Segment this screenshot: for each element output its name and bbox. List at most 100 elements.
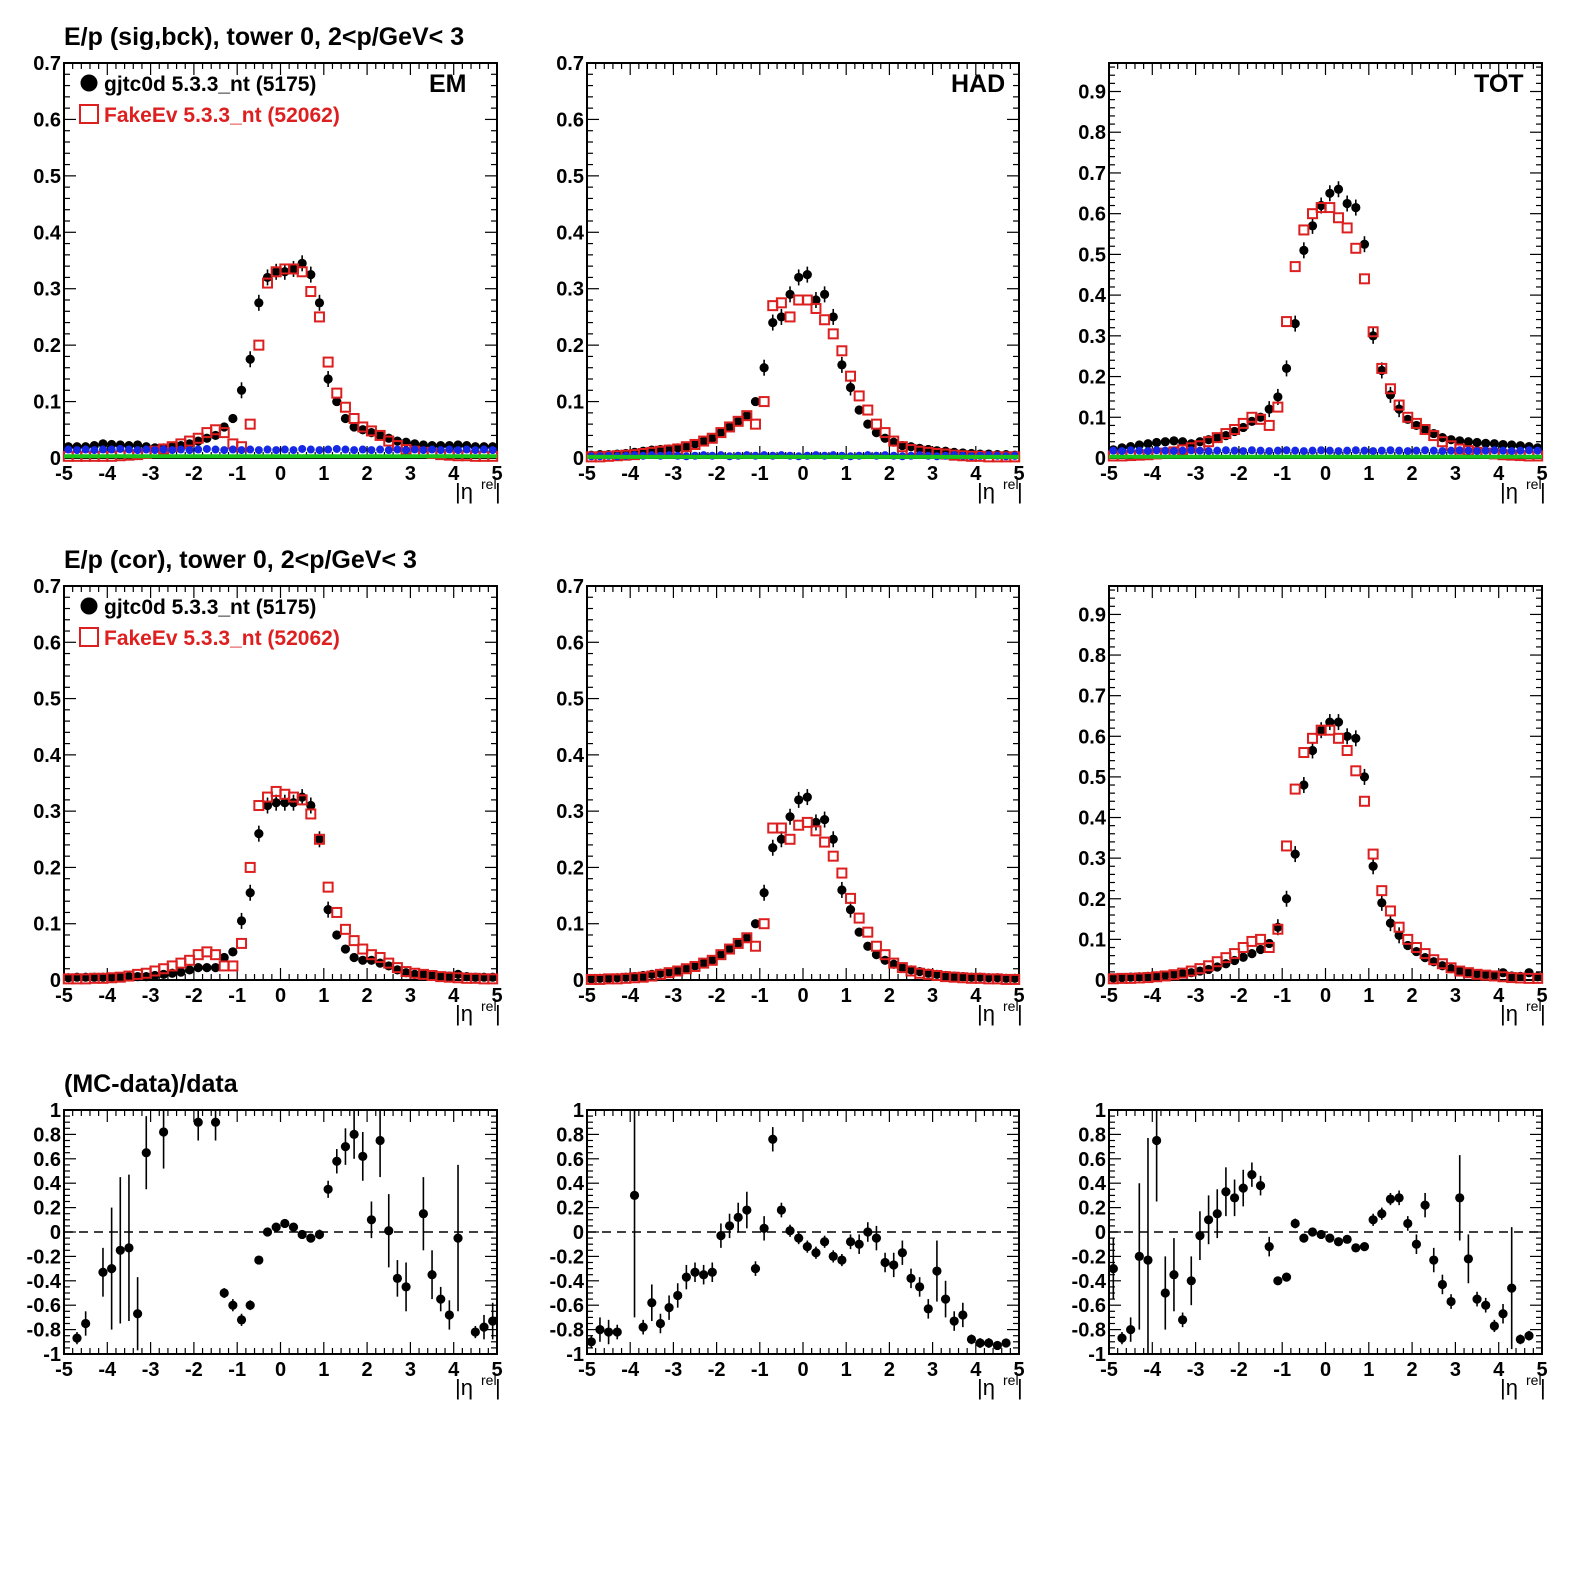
data-point [1290, 319, 1300, 329]
data-point [1152, 971, 1162, 981]
data-point [418, 1209, 428, 1219]
y-tick-label: 0.5 [1078, 767, 1106, 789]
data-point [107, 1264, 117, 1274]
data-point [1333, 1237, 1344, 1247]
data-point [794, 272, 804, 283]
panel-had_ratio: -5 -4 -3 -2 -1 0 1 2 3 4 5|η rel|-1-0.8-0.6-0.4-0.2… [550, 1100, 1025, 1400]
x-tick-label: -5 [55, 985, 73, 1007]
data-point [444, 1310, 454, 1320]
data-point [1498, 1309, 1508, 1319]
background-data-point [376, 445, 385, 454]
mc-point [296, 266, 308, 278]
y-tick-label: -0.4 [1072, 1271, 1107, 1293]
data-point [785, 1226, 795, 1236]
data-point [871, 1233, 882, 1243]
mc-point [1332, 212, 1344, 224]
data-point [794, 1233, 804, 1243]
x-tick-label: -5 [578, 985, 596, 1007]
mc-point [1272, 401, 1284, 413]
data-point [98, 1267, 108, 1277]
data-point [453, 1233, 463, 1243]
y-tick-label: 0.7 [33, 576, 61, 598]
mc-point [853, 390, 865, 402]
y-tick-label: 0 [1095, 970, 1106, 992]
y-tick-label: -0.6 [27, 1295, 61, 1317]
mc-point [192, 432, 204, 444]
y-tick-label: 0.6 [1078, 204, 1106, 226]
data-point [401, 1282, 411, 1292]
data-point [1186, 1276, 1196, 1286]
data-point [1316, 725, 1326, 735]
data-point [271, 798, 281, 808]
y-tick-label: 0.6 [556, 1149, 584, 1171]
y-tick-label: 1 [573, 1100, 584, 1122]
data-point [358, 955, 368, 965]
y-tick-label: 0 [1095, 1222, 1106, 1244]
panel-em_cor: -5 -4 -3 -2 -1 0 1 2 3 4 5 |η rel| 0 0.1 0.2 0.3 0.4 0.5 0.… [33, 576, 502, 1026]
data-point [1143, 439, 1153, 449]
mc-point [348, 935, 360, 947]
mc-point [1263, 419, 1275, 431]
x-axis-label-superscript: rel [481, 1372, 497, 1388]
x-tick-label: 2 [362, 985, 373, 1007]
data-point [1281, 1272, 1292, 1282]
data-point [1117, 972, 1127, 983]
data-point [1281, 894, 1292, 904]
data-point [1325, 717, 1335, 727]
mc-point [1358, 273, 1370, 285]
mc-point [1324, 724, 1336, 736]
mc-point [218, 427, 230, 439]
mc-point [1402, 933, 1414, 945]
x-tick-label: -5 [55, 1359, 73, 1381]
y-tick-label: 0 [573, 1222, 584, 1244]
mc-point [270, 785, 282, 797]
data-point [595, 973, 605, 983]
x-tick-label: -3 [1187, 463, 1205, 485]
data-point [1010, 973, 1020, 983]
data-point [629, 972, 640, 982]
legend: gjtc0d 5.3.3_nt (5175) FakeEv 5.3.3_nt (5… [79, 73, 340, 127]
data-point [1342, 1234, 1352, 1244]
background-data-point [263, 445, 272, 454]
background-data-point [237, 446, 246, 455]
y-tick-label: 0.2 [556, 1198, 584, 1220]
data-point [845, 382, 856, 393]
mc-point [305, 808, 317, 820]
background-data-point [1447, 446, 1456, 455]
data-point [733, 938, 743, 949]
mc-point [1307, 732, 1319, 744]
mc-point [879, 949, 891, 961]
data-point [699, 1270, 709, 1280]
mc-point [706, 954, 718, 966]
y-tick-label: -1 [43, 1344, 61, 1366]
mc-point [1289, 261, 1301, 273]
data-point [750, 1264, 761, 1274]
x-tick-label: -1 [1273, 985, 1291, 1007]
x-tick-label: -5 [578, 1359, 596, 1381]
x-tick-label: -1 [751, 985, 769, 1007]
x-tick-label: -2 [1230, 1359, 1248, 1381]
data-point [375, 958, 385, 968]
background-data-point [1325, 446, 1334, 455]
background-data-point [64, 445, 73, 454]
data-point [366, 1215, 377, 1225]
data-point [1160, 437, 1170, 447]
x-tick-label: 1 [318, 1359, 329, 1381]
data-point [1152, 437, 1162, 448]
background-data-point [272, 446, 281, 455]
mc-point [1350, 765, 1362, 777]
data-point [975, 1338, 985, 1348]
data-point [958, 972, 968, 982]
data-point [724, 1221, 735, 1231]
data-point [673, 443, 683, 453]
background-data-point [1317, 446, 1326, 455]
data-point [392, 1273, 403, 1283]
data-point [297, 258, 307, 268]
data-point [1481, 438, 1491, 448]
x-tick-label: 2 [362, 463, 373, 485]
x-tick-label: -4 [621, 1359, 640, 1381]
data-point [1134, 1251, 1144, 1261]
data-point [690, 439, 700, 449]
x-tick-label: -4 [1143, 463, 1162, 485]
